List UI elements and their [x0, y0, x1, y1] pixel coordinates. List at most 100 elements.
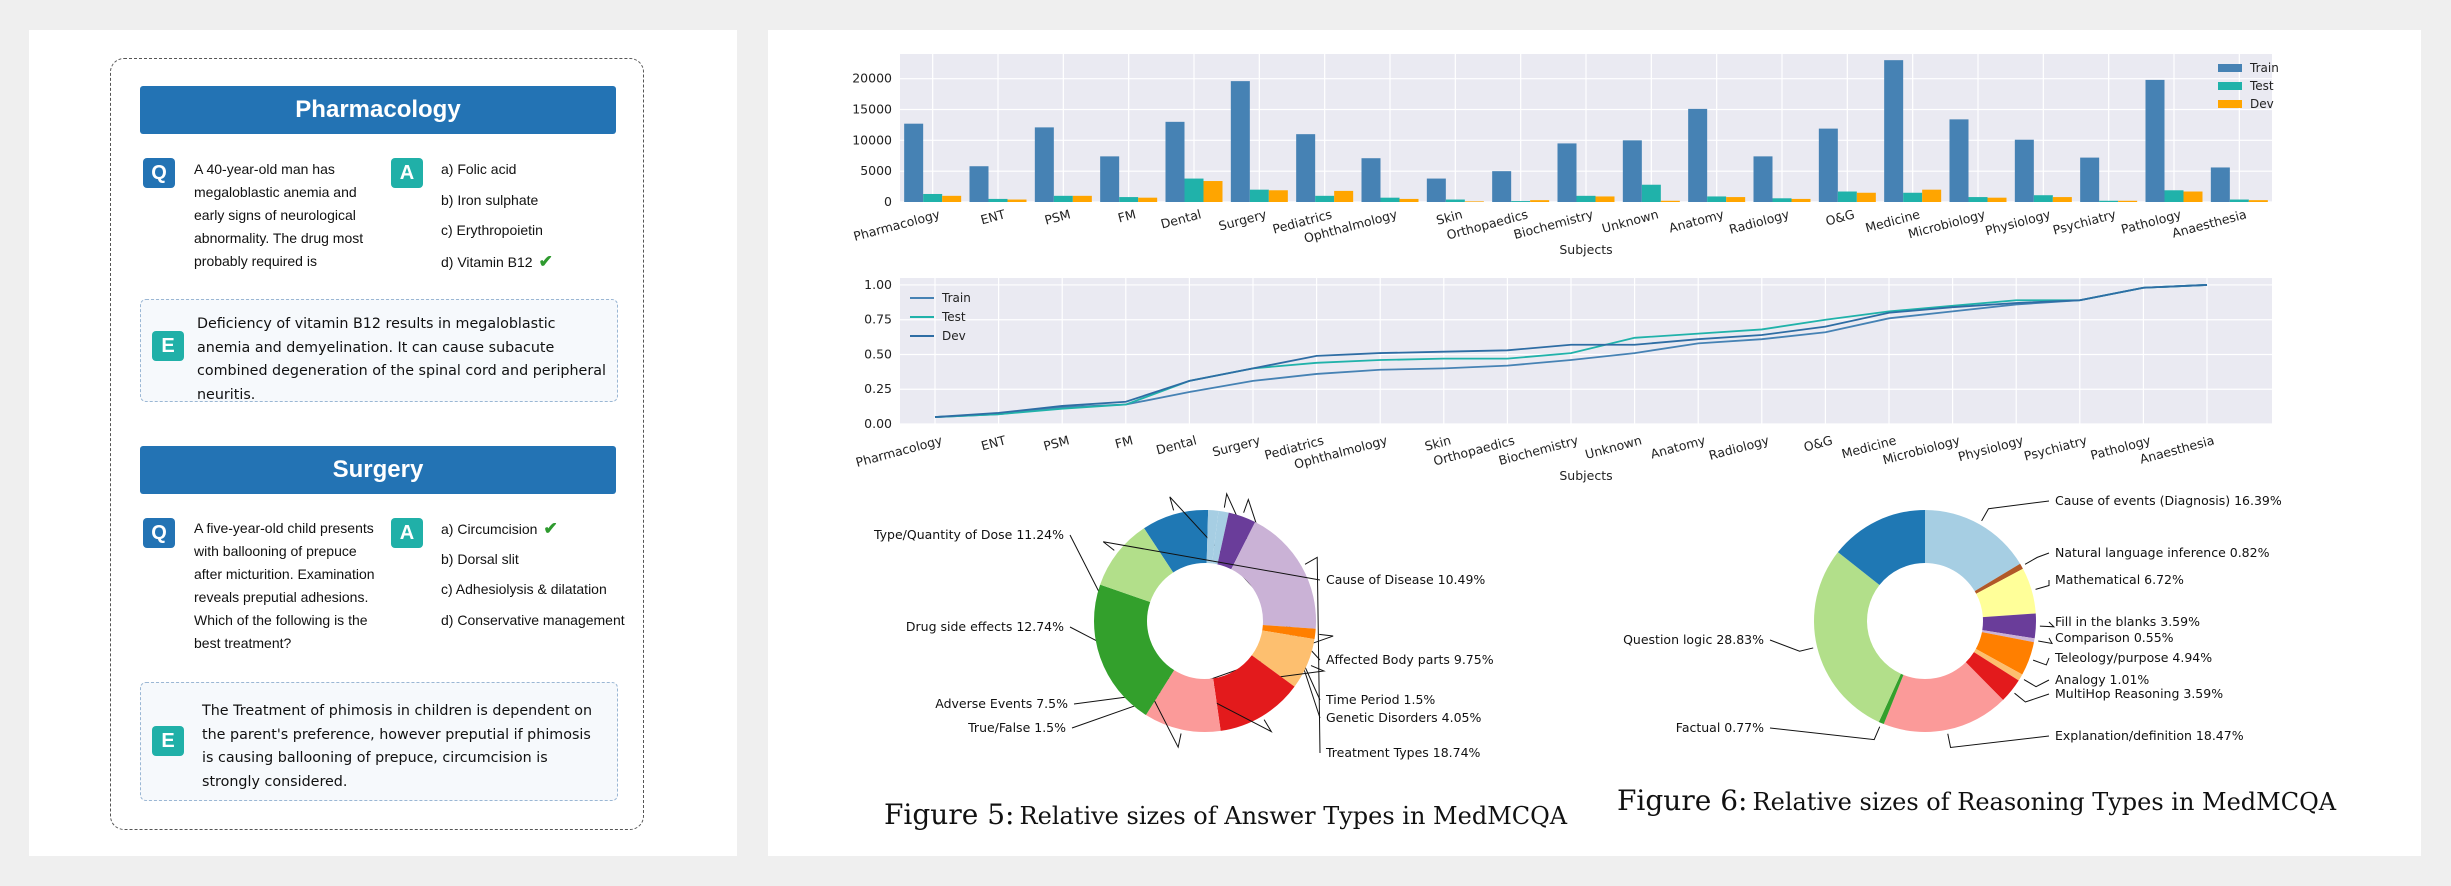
option-b: b) Dorsal slit	[441, 551, 519, 567]
donut-slice	[1231, 521, 1316, 629]
bar	[2052, 197, 2072, 202]
series-line	[934, 284, 2208, 418]
y-tick-label: 5000	[860, 163, 892, 178]
x-tick-label: Unknown	[1583, 432, 1643, 462]
x-tick-label: Anatomy	[1667, 206, 1726, 235]
bar	[1576, 195, 1596, 202]
topic-header-surgery: Surgery	[140, 446, 616, 494]
legend-swatch	[2218, 100, 2242, 108]
bar	[923, 193, 943, 202]
checkmark-icon: ✔	[538, 252, 553, 271]
leader-line	[1769, 639, 1814, 652]
x-tick-label: FM	[1113, 432, 1134, 451]
bar	[1595, 196, 1615, 202]
explanation-text: Deficiency of vitamin B12 results in meg…	[197, 316, 606, 403]
bar	[1688, 108, 1708, 202]
x-tick-label: Radiology	[1727, 206, 1791, 237]
reasoning-types-donut-chart: Cause of events (Diagnosis) 16.39% Natura…	[1623, 493, 2282, 748]
y-tick-label: 0.00	[864, 416, 892, 431]
bar	[1119, 197, 1139, 202]
answer-badge: A	[391, 518, 423, 548]
question-text: A 40-year-old man has megaloblastic anem…	[194, 161, 364, 269]
x-tick-label: ENT	[979, 432, 1007, 453]
question-badge: Q	[143, 158, 175, 188]
option-c: c) Erythropoietin	[441, 222, 543, 238]
leader-line	[2035, 579, 2050, 590]
leader-line	[1981, 500, 2050, 522]
bar	[1100, 156, 1120, 202]
y-tick-label: 10000	[852, 132, 892, 147]
bar	[1492, 171, 1512, 202]
examples-frame	[110, 58, 644, 830]
checkmark-icon: ✔	[543, 519, 558, 538]
bar	[1837, 191, 1857, 202]
option-c: c) Adhesiolysis & dilatation	[441, 581, 607, 597]
bar	[1007, 199, 1027, 202]
slice-label: Adverse Events 7.5%	[935, 696, 1068, 711]
option-a: a) Folic acid	[441, 161, 517, 177]
y-tick-label: 0.75	[864, 312, 892, 327]
x-tick-label: Pharmacology	[852, 206, 942, 244]
x-axis-label: Subjects	[1559, 242, 1612, 257]
legend-label: Dev	[942, 329, 966, 343]
bar	[1203, 181, 1223, 202]
donut-slice	[1965, 652, 2019, 700]
slice-label: Type/Quantity of Dose 11.24%	[873, 527, 1064, 542]
x-tick-label: O&G	[1824, 206, 1856, 228]
question-text: A five-year-old child presents with ball…	[194, 520, 375, 651]
donut-slice	[1974, 563, 2023, 594]
y-tick-label: 20000	[852, 71, 892, 86]
donut-slice	[1981, 630, 2035, 643]
x-tick-label: Skin	[1435, 206, 1465, 227]
x-tick-label: Unknown	[1600, 206, 1660, 236]
donut-slice	[1251, 630, 1315, 687]
bar	[942, 195, 962, 202]
slice-label: Time Period 1.5%	[1325, 692, 1435, 707]
donut-slice	[1925, 510, 2021, 592]
bar	[2248, 200, 2268, 202]
slice-label: Factual 0.77%	[1676, 720, 1764, 735]
bar	[2210, 167, 2230, 202]
bar	[2033, 195, 2053, 202]
bar	[1884, 60, 1904, 203]
bar	[988, 198, 1008, 202]
leader-line	[2032, 657, 2050, 666]
slice-label: Cause of Disease 10.49%	[1326, 572, 1485, 587]
x-axis-label: Subjects	[1559, 468, 1612, 483]
bar	[1268, 190, 1288, 202]
leader-line	[1304, 556, 1321, 754]
figure-6-caption: Figure 6: Relative sizes of Reasoning Ty…	[1617, 784, 2337, 817]
leader-line	[2023, 679, 2050, 688]
figure-5-caption: Figure 5: Relative sizes of Answer Types…	[884, 798, 1568, 831]
bar	[2183, 191, 2203, 202]
legend-label: Train	[2249, 61, 2279, 75]
bar	[2080, 157, 2100, 202]
x-tick-label: PSM	[1043, 206, 1072, 227]
bar	[1856, 192, 1876, 202]
x-tick-label: Anaesthesia	[2170, 206, 2248, 240]
bar	[1249, 189, 1269, 202]
donut-slice	[1144, 510, 1209, 573]
x-tick-label: Psychiatry	[2051, 206, 2118, 237]
leader-line	[2039, 621, 2056, 628]
bar	[1464, 201, 1484, 202]
bar	[1987, 197, 2007, 202]
donut-slice	[1206, 510, 1219, 564]
line-chart: 0.00 0.25 0.50 0.75 1.00 Pharmacology ENT PSM FM…	[854, 277, 2272, 483]
bar	[1903, 192, 1923, 202]
y-tick-label: 15000	[852, 102, 892, 117]
bar	[1184, 178, 1204, 202]
explanation-box	[140, 682, 618, 801]
legend-label: Test	[941, 310, 966, 324]
slice-label: Question logic 28.83%	[1623, 632, 1764, 647]
bar	[2099, 200, 2119, 202]
leader-line	[2038, 637, 2053, 645]
bar	[2229, 199, 2249, 202]
bar	[1660, 200, 1680, 202]
x-tick-label: PSM	[1042, 432, 1071, 453]
y-tick-label: 0.25	[864, 381, 892, 396]
bar	[1818, 128, 1838, 202]
bar	[1072, 195, 1092, 202]
donut-slice	[1100, 528, 1174, 602]
slice-label: Explanation/definition 18.47%	[2055, 728, 2244, 743]
